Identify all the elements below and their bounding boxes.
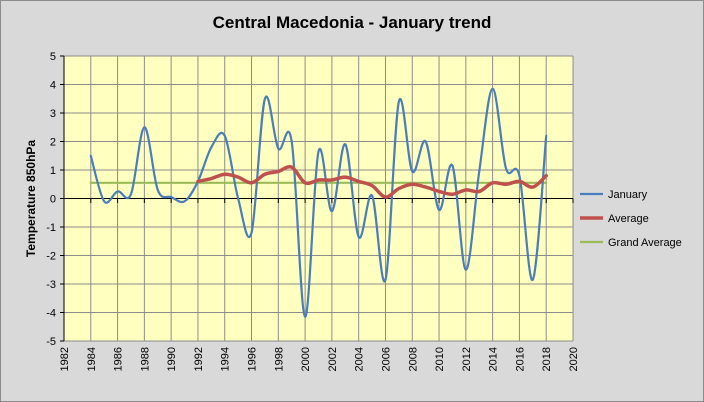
x-tick-label: 1984	[86, 347, 98, 371]
x-tick-label: 2012	[461, 347, 473, 371]
x-tick-label: 1998	[273, 347, 285, 371]
legend: January Average Grand Average	[580, 189, 682, 249]
x-tick-label: 1994	[220, 347, 232, 371]
y-tick-label: -4	[46, 308, 56, 320]
y-axis-label: Temperature 850hPa	[24, 140, 38, 257]
x-tick-label: 1988	[139, 347, 151, 371]
y-tick-labels: 5 4 3 2 1 0 -1 -2 -3 -4 -5	[46, 51, 64, 348]
y-tick-label: 1	[50, 165, 56, 177]
y-tick-label: 5	[50, 51, 56, 63]
x-tick-label: 2018	[541, 347, 553, 371]
y-tick-label: 3	[50, 108, 56, 120]
x-tick-label: 1982	[59, 347, 71, 371]
series-lines	[89, 87, 548, 318]
x-tick-label: 2016	[514, 347, 526, 371]
series-line-average	[196, 164, 548, 199]
x-tick-label: 1990	[166, 347, 178, 371]
x-tick-label: 2006	[380, 347, 392, 371]
x-tick-label: 2000	[300, 347, 312, 371]
x-tick-label: 2020	[568, 347, 580, 371]
x-tick-label: 2014	[488, 347, 500, 371]
y-tick-label: -5	[46, 336, 56, 348]
legend-label: Grand Average	[608, 237, 682, 249]
chart-title: Central Macedonia - January trend	[213, 13, 492, 32]
x-tick-label: 2008	[407, 347, 419, 371]
y-tick-label: -2	[46, 251, 56, 263]
y-tick-label: -3	[46, 279, 56, 291]
x-tick-label: 1992	[193, 347, 205, 371]
x-tick-label: 1986	[113, 347, 125, 371]
x-tick-label: 2010	[434, 347, 446, 371]
x-tick-label: 2004	[354, 347, 366, 371]
x-tick-label: 1996	[247, 347, 259, 371]
y-tick-label: 2	[50, 137, 56, 149]
y-tick-label: -1	[46, 222, 56, 234]
legend-label: January	[608, 189, 648, 201]
legend-label: Average	[608, 213, 649, 225]
series-line-january	[89, 87, 548, 318]
y-tick-label: 4	[50, 80, 56, 92]
x-tick-labels: 1982 1984 1986 1988 1990 1992 1994 1996 1998 2000…	[59, 198, 580, 371]
y-tick-label: 0	[50, 194, 56, 206]
x-tick-label: 2002	[327, 347, 339, 371]
